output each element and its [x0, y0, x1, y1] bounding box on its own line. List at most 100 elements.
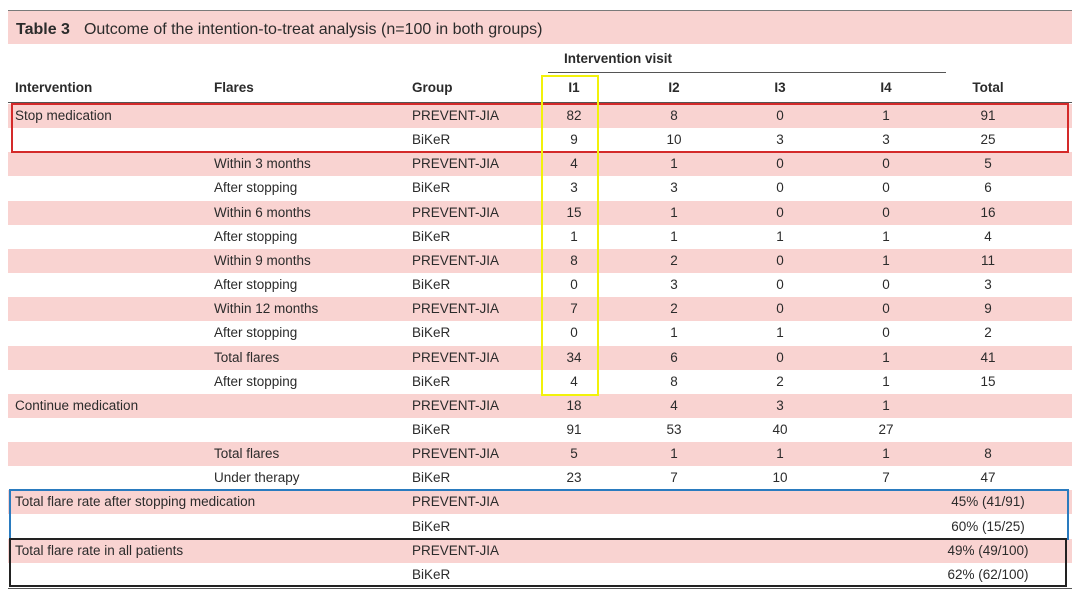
cell-flares: After stopping: [214, 180, 298, 196]
table-bottom-rule: [8, 588, 1072, 589]
cell-i1: 7: [570, 301, 578, 317]
cell-i3: 40: [772, 421, 788, 437]
cell-intervention: Total flare rate after stopping medicati…: [15, 494, 256, 510]
table-row: Stop medication PREVENT-JIA 82 8 0 1 91: [8, 104, 1072, 128]
cell-i4: 0: [882, 325, 890, 341]
cell-total: 60% (15/25): [951, 518, 1025, 534]
cell-group: BiKeR: [412, 180, 451, 196]
cell-group: PREVENT-JIA: [412, 252, 500, 268]
cell-i4: 1: [882, 252, 890, 268]
intervention-visit-heading: Intervention visit: [564, 51, 673, 66]
cell-i2: 8: [670, 108, 678, 123]
cell-i3: 1: [776, 325, 784, 341]
cell-total: 3: [984, 277, 992, 293]
cell-i4: 1: [882, 373, 890, 389]
cell-total: 47: [980, 470, 996, 486]
cell-i2: 53: [666, 421, 682, 437]
cell-i4: 0: [882, 204, 890, 220]
cell-i4: 7: [882, 470, 890, 486]
table-row: BiKeR 62% (62/100): [8, 563, 1072, 587]
table-row: Total flares PREVENT-JIA 34 6 0 1 41: [8, 345, 1072, 370]
cell-group: PREVENT-JIA: [412, 446, 500, 462]
table-row: After stopping BiKeR 1 1 1 1 4: [8, 225, 1072, 249]
cell-total: 41: [980, 349, 996, 365]
table-row: After stopping BiKeR 4 8 2 1 15: [8, 370, 1072, 394]
cell-group: PREVENT-JIA: [412, 494, 500, 510]
cell-i2: 7: [670, 470, 678, 486]
cell-group: PREVENT-JIA: [412, 397, 500, 413]
cell-total: 25: [980, 132, 996, 148]
cell-i4: 1: [882, 397, 890, 413]
table-row: Continue medication PREVENT-JIA 18 4 3 1: [8, 393, 1072, 418]
cell-flares: After stopping: [214, 277, 298, 293]
cell-flares: After stopping: [214, 228, 298, 244]
cell-i1: 18: [566, 397, 582, 413]
table-row: BiKeR 60% (15/25): [8, 515, 1072, 539]
cell-i3: 0: [776, 204, 784, 220]
cell-i2: 1: [670, 204, 678, 220]
header-divider: [8, 102, 1072, 103]
table-row: After stopping BiKeR 0 1 1 0 2: [8, 321, 1072, 345]
cell-group: PREVENT-JIA: [412, 349, 500, 365]
cell-i1: 15: [566, 204, 582, 220]
table-row: After stopping BiKeR 3 3 0 0 6: [8, 176, 1072, 200]
cell-group: PREVENT-JIA: [412, 156, 500, 172]
cell-i2: 6: [670, 349, 678, 365]
flare-rate-all-highlight: [9, 537, 1067, 587]
cell-i3: 0: [776, 277, 784, 293]
cell-i2: 8: [670, 373, 678, 389]
cell-group: BiKeR: [412, 518, 451, 534]
cell-i1: 0: [570, 277, 578, 293]
cell-i1: 23: [566, 470, 582, 486]
cell-i1: 34: [566, 349, 582, 365]
cell-i2: 1: [670, 325, 678, 341]
cell-total: 91: [980, 108, 996, 123]
cell-i2: 3: [670, 180, 678, 196]
cell-group: BiKeR: [412, 277, 451, 293]
cell-flares: Total flares: [214, 349, 280, 365]
header-row: Intervention Flares Group I1 I2 I3 I4 Total: [8, 76, 1072, 100]
cell-i3: 3: [776, 397, 784, 413]
cell-i3: 0: [776, 349, 784, 365]
cell-total: 6: [984, 180, 992, 196]
cell-i4: 27: [878, 421, 894, 437]
stop-medication-highlight: [11, 103, 1069, 154]
cell-total: 2: [984, 325, 992, 341]
column-header-total: Total: [972, 80, 1004, 95]
cell-group: BiKeR: [412, 373, 451, 389]
cell-group: BiKeR: [412, 228, 451, 244]
cell-flares: Within 12 months: [214, 301, 319, 317]
cell-i1: 4: [570, 156, 578, 172]
table-row: Within 12 months PREVENT-JIA 7 2 0 0 9: [8, 297, 1072, 322]
cell-i3: 0: [776, 301, 784, 317]
column-header-group: Group: [412, 80, 453, 95]
table-row: Within 9 months PREVENT-JIA 8 2 0 1 11: [8, 248, 1072, 273]
table-row: Total flare rate in all patients PREVENT-…: [8, 538, 1072, 563]
cell-i2: 1: [670, 446, 678, 462]
table-row: Total flares PREVENT-JIA 5 1 1 1 8: [8, 442, 1072, 467]
cell-flares: Within 6 months: [214, 204, 311, 220]
cell-i3: 0: [776, 252, 784, 268]
cell-i4: 1: [882, 446, 890, 462]
cell-i1: 0: [570, 325, 578, 341]
cell-flares: Under therapy: [214, 470, 300, 486]
cell-intervention: Continue medication: [15, 397, 139, 413]
cell-flares: Within 9 months: [214, 252, 311, 268]
cell-i4: 0: [882, 301, 890, 317]
cell-i1: 8: [570, 252, 578, 268]
cell-i2: 3: [670, 277, 678, 293]
table-number: Table 3: [16, 21, 70, 38]
cell-i4: 1: [882, 108, 890, 123]
cell-i3: 3: [776, 132, 784, 148]
cell-i3: 0: [776, 156, 784, 172]
column-header-intervention: Intervention: [15, 80, 93, 95]
cell-i3: 0: [776, 108, 784, 123]
cell-i4: 0: [882, 156, 890, 172]
cell-i3: 1: [776, 228, 784, 244]
table-row: BiKeR 91 53 40 27: [8, 418, 1072, 442]
cell-i1: 3: [570, 180, 578, 196]
cell-total: 45% (41/91): [951, 494, 1025, 510]
cell-i3: 1: [776, 446, 784, 462]
column-header-i3: I3: [774, 80, 786, 95]
cell-total: 11: [980, 252, 995, 268]
